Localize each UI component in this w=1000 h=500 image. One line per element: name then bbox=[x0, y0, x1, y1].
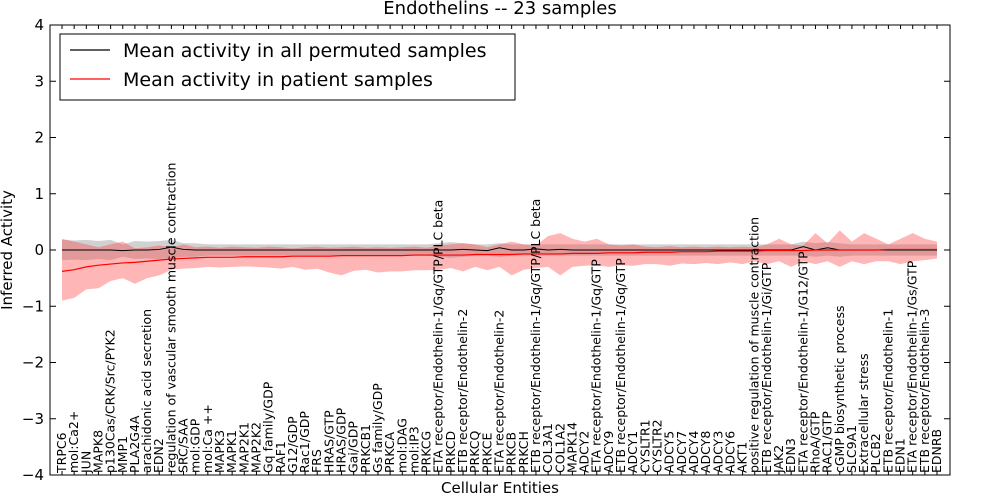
x-category-label: positive regulation of muscle contractio… bbox=[747, 217, 762, 473]
x-category-label: PRKCH bbox=[516, 431, 531, 473]
x-category-label: PRKCB bbox=[504, 432, 519, 473]
x-category-label: ETA receptor/Endothelin-1/Gq/GTP/PLC bet… bbox=[431, 200, 446, 473]
x-category-label: MAP2K2 bbox=[248, 422, 263, 473]
x-category-label: EDN2 bbox=[151, 438, 166, 473]
x-category-label: HRAS/GTP bbox=[321, 410, 336, 473]
x-axis-categories: TRPC6mol:Ca2+JUNMAPK8p130Cas/CRK/Src/PYK… bbox=[54, 25, 944, 475]
x-category-label: COL1A2 bbox=[552, 423, 567, 473]
x-category-label: ETB receptor/Endothelin-1/Gq/GTP/PLC bet… bbox=[528, 199, 543, 473]
x-category-label: MAP2K1 bbox=[236, 422, 251, 473]
y-tick-label: −2 bbox=[22, 354, 44, 372]
x-category-label: Rac1/GDP bbox=[297, 411, 312, 473]
x-category-label: p130Cas/CRK/Src/PYK2 bbox=[103, 329, 118, 473]
x-category-label: RhoA/GTP bbox=[807, 411, 822, 473]
x-category-label: Gs family/GDP bbox=[370, 383, 385, 473]
x-category-label: HRAS/GDP bbox=[334, 407, 349, 473]
x-category-label: CYSLTR1 bbox=[637, 419, 652, 473]
x-category-label: arachidonic acid secretion bbox=[139, 309, 154, 473]
x-category-label: regulation of vascular smooth muscle con… bbox=[163, 163, 178, 473]
x-category-label: Gq family/GDP bbox=[261, 381, 276, 473]
x-category-label: FRS bbox=[309, 449, 324, 473]
y-tick-label: 3 bbox=[34, 72, 44, 90]
x-category-label: ETA receptor/Endothelin-2 bbox=[492, 310, 507, 473]
x-category-label: ETA receptor/Endothelin-1/Gq/GTP bbox=[589, 259, 604, 473]
x-category-label: ETB receptor/Endothelin-1/Gq/GTP bbox=[613, 258, 628, 473]
x-category-label: RAF1 bbox=[273, 441, 288, 473]
x-category-label: ETA receptor/Endothelin-1/G12/GTP bbox=[795, 251, 810, 473]
patient-band-group bbox=[62, 230, 937, 301]
x-category-label: ETB receptor/Endothelin-1/Gi/GTP bbox=[759, 262, 774, 473]
x-category-label: cGMP biosynthetic process bbox=[832, 305, 847, 473]
legend-label-patient: Mean activity in patient samples bbox=[123, 69, 433, 91]
chart-title: Endothelins -- 23 samples bbox=[383, 0, 616, 19]
x-category-label: SRC/SAA bbox=[176, 418, 191, 473]
x-category-label: JAK2 bbox=[771, 445, 786, 474]
y-tick-label: −3 bbox=[22, 410, 44, 428]
y-axis-label: Inferred Activity bbox=[0, 190, 16, 310]
x-category-label: Gai/GDP bbox=[346, 421, 361, 473]
y-axis: −4 −3 −2 −1 0 1 2 3 4 bbox=[22, 16, 950, 484]
x-category-label: mol:GDP bbox=[188, 418, 203, 473]
permuted-band-group bbox=[62, 239, 937, 261]
x-category-label: ETB receptor/Endothelin-1 bbox=[880, 309, 895, 473]
x-category-label: PRKCB1 bbox=[358, 424, 373, 473]
x-axis-label: Cellular Entities bbox=[441, 479, 559, 497]
x-category-label: TRPC6 bbox=[54, 432, 69, 474]
legend-box bbox=[59, 33, 516, 101]
x-category-label: ADCY5 bbox=[662, 431, 677, 473]
x-category-label: ETA receptor/Endothelin-1/Gs/GTP bbox=[905, 260, 920, 473]
y-tick-label: 0 bbox=[34, 241, 44, 259]
x-category-label: ADCY4 bbox=[686, 431, 701, 473]
patient-mean-line bbox=[61, 248, 937, 272]
x-category-label: PRKCD bbox=[443, 431, 458, 473]
x-category-label: EDN1 bbox=[893, 438, 908, 473]
x-category-label: COL3A1 bbox=[540, 423, 555, 473]
x-category-label: Extracellular stress bbox=[856, 353, 871, 473]
x-category-label: ETB receptor/Endothelin-2 bbox=[455, 309, 470, 473]
x-category-label: ADCY1 bbox=[625, 431, 640, 473]
x-category-label: MAPK14 bbox=[564, 422, 579, 473]
x-category-label: MMP1 bbox=[115, 436, 130, 473]
x-category-label: SLC9A1 bbox=[844, 425, 859, 473]
x-category-label: CYSLTR2 bbox=[649, 419, 664, 473]
x-category-label: PLCB2 bbox=[868, 433, 883, 473]
x-category-label: EDN3 bbox=[783, 438, 798, 473]
x-category-label: ADCY9 bbox=[601, 431, 616, 473]
x-category-label: mol:Ca ++ bbox=[200, 404, 215, 473]
x-category-label: PRKCQ bbox=[467, 431, 482, 473]
x-category-label: PRKCA bbox=[382, 432, 397, 473]
x-category-label: MAPK3 bbox=[212, 430, 227, 473]
y-tick-label: −4 bbox=[22, 466, 44, 484]
x-category-label: PRKCE bbox=[479, 433, 494, 473]
x-category-label: mol:IP3 bbox=[406, 426, 421, 473]
patient-band bbox=[62, 230, 937, 301]
y-tick-label: −1 bbox=[22, 297, 44, 315]
permuted-band bbox=[62, 239, 937, 261]
x-category-label: PRKCG bbox=[419, 431, 434, 473]
x-category-label: ADCY3 bbox=[710, 431, 725, 473]
y-tick-label: 2 bbox=[34, 129, 44, 147]
x-category-label: mol:Ca2+ bbox=[66, 411, 81, 473]
y-tick-label: 1 bbox=[34, 185, 44, 203]
y-tick-label: 4 bbox=[34, 16, 44, 34]
x-category-label: AKT1 bbox=[735, 442, 750, 473]
x-category-label: mol:DAG bbox=[394, 418, 409, 473]
x-category-label: ADCY2 bbox=[577, 431, 592, 473]
x-category-label: EDNRB bbox=[929, 429, 944, 473]
x-category-label: PLA2G4A bbox=[127, 415, 142, 473]
patient-line-group bbox=[61, 248, 937, 272]
x-category-label: MAPK8 bbox=[90, 430, 105, 473]
x-category-label: ETB receptor/Endothelin-3 bbox=[917, 309, 932, 473]
x-category-label: MAPK1 bbox=[224, 430, 239, 473]
legend-label-permuted: Mean activity in all permuted samples bbox=[123, 40, 486, 62]
legend: Mean activity in all permuted samples Me… bbox=[59, 33, 516, 101]
x-category-label: ADCY7 bbox=[674, 431, 689, 473]
x-category-label: G12/GDP bbox=[285, 416, 300, 473]
x-category-label: JUN bbox=[78, 451, 93, 474]
x-category-label: ADCY8 bbox=[698, 431, 713, 473]
x-category-label: RAC1/GTP bbox=[820, 411, 835, 473]
x-category-label: ADCY6 bbox=[722, 431, 737, 473]
